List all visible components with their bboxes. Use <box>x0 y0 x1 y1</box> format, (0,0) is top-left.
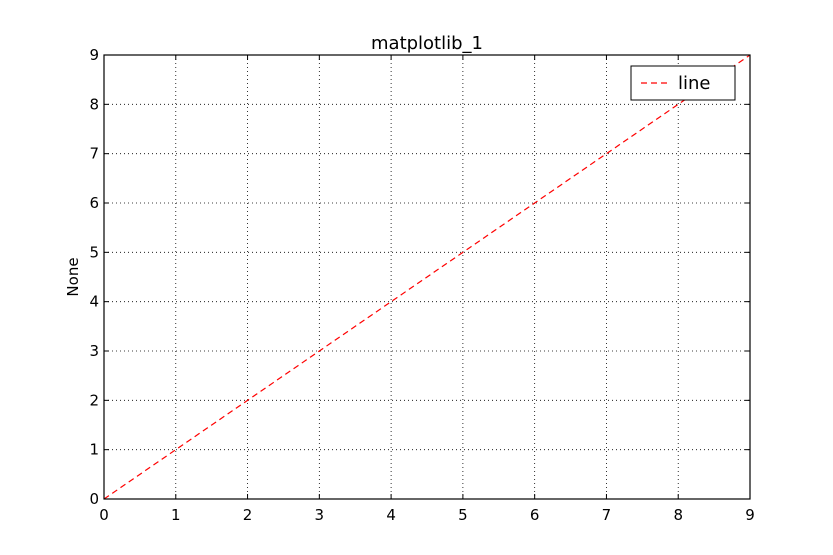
y-axis-label: None <box>64 257 82 296</box>
y-tick-label: 3 <box>89 342 99 360</box>
x-tick-label: 5 <box>458 506 468 524</box>
axis-ticks: 0 1 2 3 4 5 6 7 8 9 0 1 2 3 4 5 6 7 8 9 <box>89 46 754 524</box>
x-tick-label: 2 <box>243 506 253 524</box>
y-tick-label: 7 <box>89 145 99 163</box>
y-tick-label: 0 <box>89 490 99 508</box>
legend-label: line <box>678 73 710 94</box>
legend: line <box>630 65 736 101</box>
legend-box <box>630 65 736 101</box>
x-tick-label: 3 <box>315 506 325 524</box>
x-tick-label: 6 <box>530 506 540 524</box>
x-tick-label: 1 <box>171 506 181 524</box>
plot-series <box>103 54 751 500</box>
x-tick-label: 9 <box>745 506 755 524</box>
y-tick-label: 8 <box>89 95 99 113</box>
chart-title: matplotlib_1 <box>371 33 483 54</box>
series-line-line <box>103 54 751 500</box>
x-tick-label: 0 <box>99 506 109 524</box>
x-tick-label: 4 <box>386 506 396 524</box>
x-tick-label: 8 <box>673 506 683 524</box>
y-tick-label: 4 <box>89 293 99 311</box>
x-tick-label: 7 <box>602 506 612 524</box>
plot-frame <box>103 54 751 500</box>
y-tick-label: 6 <box>89 194 99 212</box>
y-tick-label: 1 <box>89 441 99 459</box>
y-tick-label: 9 <box>89 46 99 64</box>
y-tick-label: 2 <box>89 391 99 409</box>
y-tick-label: 5 <box>89 243 99 261</box>
